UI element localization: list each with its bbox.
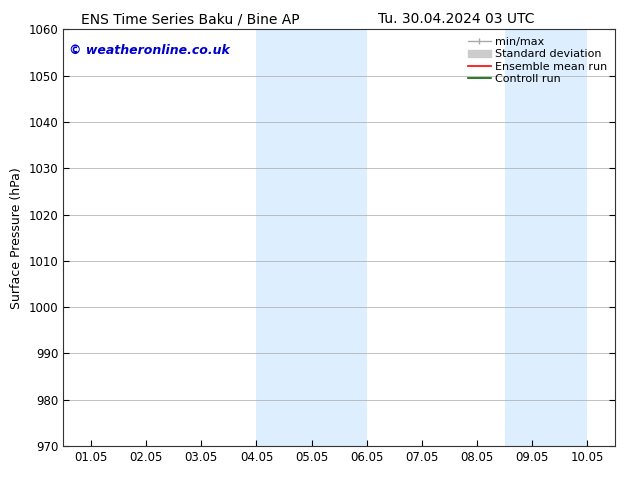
Y-axis label: Surface Pressure (hPa): Surface Pressure (hPa) <box>10 167 23 309</box>
Text: ENS Time Series Baku / Bine AP: ENS Time Series Baku / Bine AP <box>81 12 299 26</box>
Bar <box>505 29 588 446</box>
Legend: min/max, Standard deviation, Ensemble mean run, Controll run: min/max, Standard deviation, Ensemble me… <box>466 35 609 86</box>
Text: Tu. 30.04.2024 03 UTC: Tu. 30.04.2024 03 UTC <box>378 12 534 26</box>
Text: © weatheronline.co.uk: © weatheronline.co.uk <box>69 44 230 57</box>
Bar <box>256 29 367 446</box>
